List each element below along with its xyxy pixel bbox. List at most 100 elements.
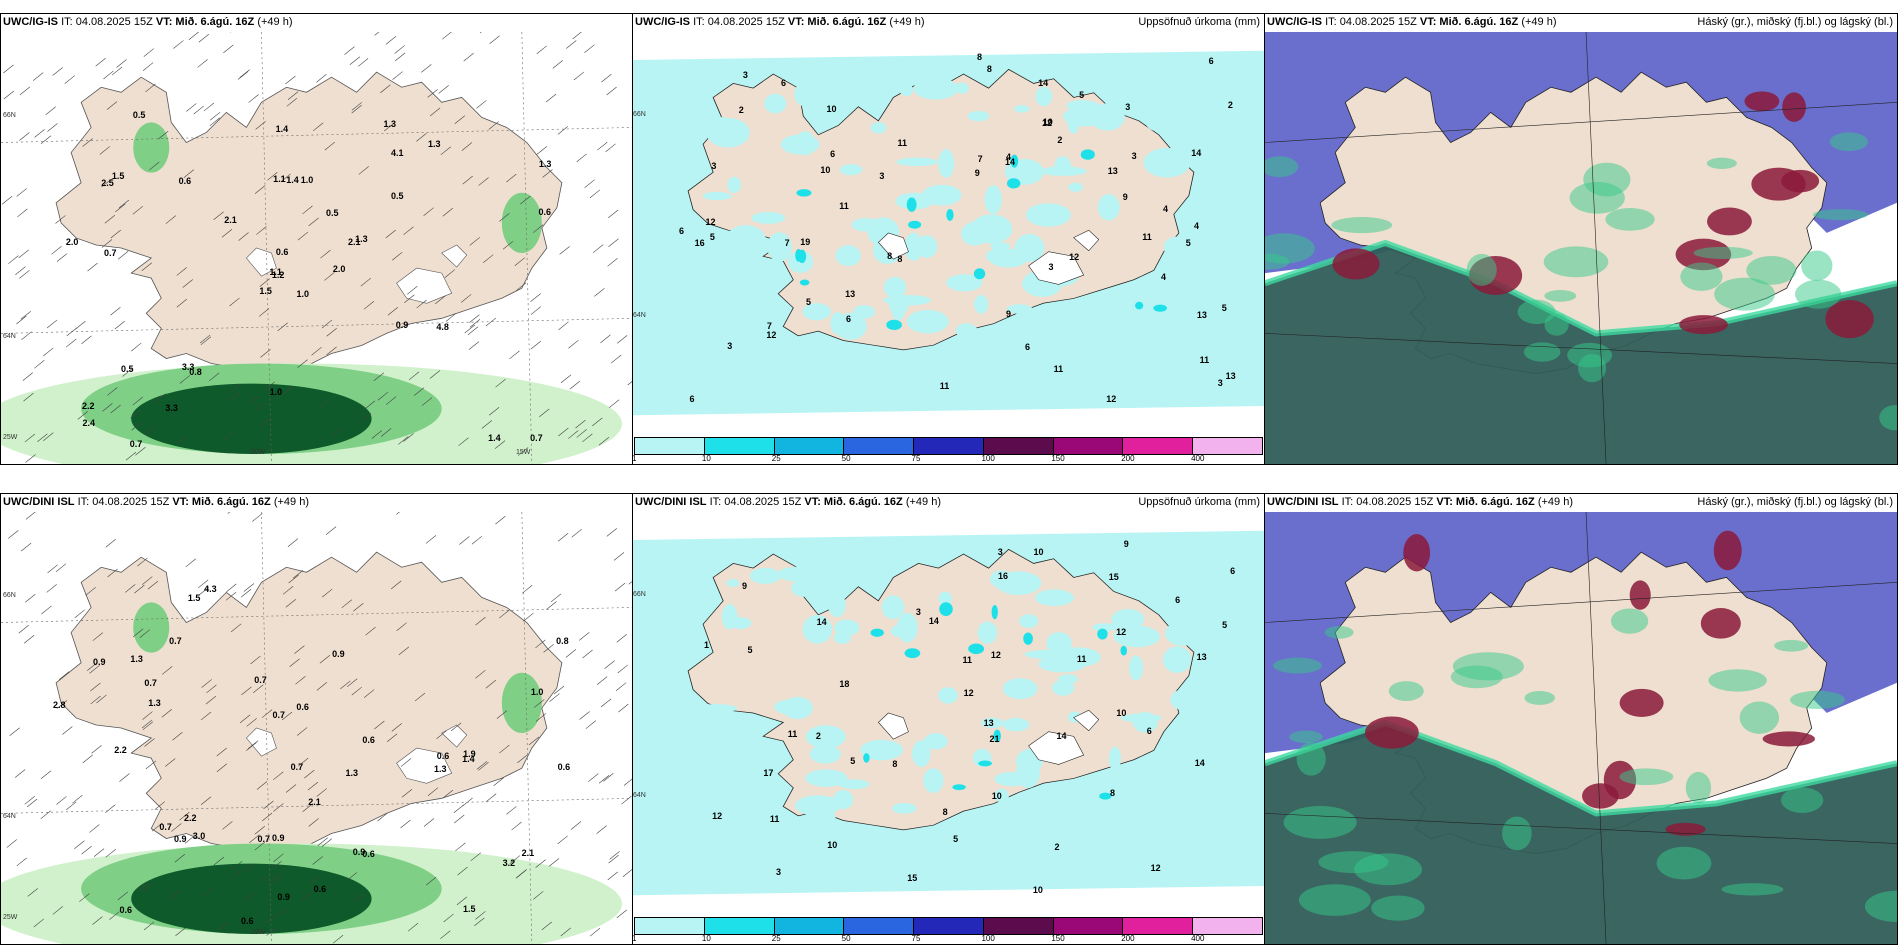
value-label: 0.5 (121, 364, 134, 375)
legend-tick: 10 (701, 454, 711, 463)
legend-swatch (844, 438, 915, 454)
value-label: 2.2 (114, 744, 127, 755)
value-label: 10 (820, 165, 831, 176)
legend-tick: 400 (1191, 454, 1205, 463)
panel-clouds-dini: UWC/DINI ISL IT: 04.08.2025 15Z VT: Mið.… (1264, 493, 1898, 945)
value-label: 6 (845, 313, 851, 324)
value-label: 8 (986, 64, 992, 75)
value-label: 14 (1191, 147, 1202, 158)
value-label: 8 (892, 759, 898, 770)
legend-tick: 75 (911, 934, 921, 943)
value-label: 0.5 (325, 208, 339, 219)
value-label: 0.9 (173, 834, 187, 845)
legend-tick: 200 (1121, 934, 1135, 943)
value-label: 2.1 (224, 215, 237, 226)
value-label: 0.6 (436, 750, 450, 761)
value-label: 7 (977, 153, 983, 164)
legend-tick: 150 (1051, 934, 1065, 943)
value-label: 9 (1005, 308, 1011, 319)
value-label: 1.3 (434, 764, 447, 775)
panel-subtitle: Uppsöfnuð úrkoma (mm) (1138, 16, 1260, 28)
value-label: 14 (1004, 157, 1015, 168)
value-label: 64N (633, 312, 646, 320)
value-label: 13 (983, 718, 994, 729)
value-label: 1.5 (187, 592, 201, 603)
value-label: 16 (998, 571, 1009, 582)
legend-swatch (983, 918, 1054, 934)
value-label: 1.5 (259, 285, 272, 296)
value-label: 5 (1185, 238, 1191, 249)
value-label: 2.1 (521, 847, 535, 858)
value-label: 5 (806, 297, 812, 308)
value-label: 0.9 (271, 833, 285, 844)
value-label: 1.0 (530, 687, 544, 698)
legend-tick: 150 (1051, 454, 1065, 463)
value-label: 12 (1150, 863, 1161, 874)
value-label: 3.3 (165, 403, 178, 414)
legend-swatch (774, 438, 845, 454)
value-label: 5 (850, 755, 856, 766)
value-label: 0.7 (169, 636, 182, 647)
legend-colorbar (634, 437, 1263, 455)
legend-tick: 1 (632, 454, 637, 463)
value-label: 0.6 (275, 246, 289, 257)
legend-swatch (914, 438, 984, 454)
value-label: 3 (1125, 102, 1131, 113)
value-label: 18 (839, 679, 850, 690)
value-label: 15 (1108, 571, 1119, 582)
value-label: 11 (1053, 363, 1064, 374)
value-label: 6 (1175, 594, 1181, 605)
value-label: 0.7 (257, 833, 270, 844)
map-svg (633, 512, 1264, 914)
value-label: 21 (989, 734, 1000, 745)
value-label: 14 (1038, 78, 1049, 89)
value-label: 5 (1079, 89, 1085, 100)
value-label: 0.8 (189, 366, 202, 377)
legend-tick: 25 (771, 934, 781, 943)
value-label: 11 (839, 200, 849, 211)
value-label: 17 (763, 768, 774, 779)
value-label: 0.9 (395, 319, 409, 330)
legend-swatch (635, 918, 705, 934)
value-label: 12 (705, 216, 716, 227)
value-label: 11 (1076, 653, 1087, 664)
value-label: 1.4 (462, 753, 475, 764)
panel-title: UWC/IG-IS IT: 04.08.2025 15Z VT: Mið. 6.… (635, 16, 925, 28)
legend-swatch (1123, 918, 1194, 934)
value-label: 10 (991, 790, 1002, 801)
value-label: 2.5 (101, 178, 114, 189)
value-label: 11 (1142, 231, 1152, 242)
value-label: 0.7 (290, 761, 304, 772)
value-label: 0.7 (272, 709, 286, 720)
value-label: 11 (787, 728, 798, 739)
value-label: 16 (694, 238, 705, 249)
legend-tick: 50 (841, 454, 851, 463)
value-label: 3 (879, 171, 885, 182)
value-label: 2.4 (82, 417, 96, 428)
value-label: 0.7 (144, 677, 157, 688)
value-label: 2.1 (308, 796, 321, 807)
value-label: 9 (1122, 192, 1128, 203)
value-label: 1.1 (273, 174, 286, 185)
legend-swatch (1053, 918, 1124, 934)
value-label: 4 (1162, 204, 1168, 215)
value-label: 1.3 (383, 119, 396, 130)
value-label: 6 (689, 393, 695, 404)
value-label: 1.4 (286, 175, 299, 186)
value-label: 14 (1194, 758, 1205, 769)
value-label: 5 (747, 644, 753, 655)
panel-title: UWC/DINI ISL IT: 04.08.2025 15Z VT: Mið.… (3, 496, 309, 508)
value-label: 0.9 (332, 648, 345, 659)
value-label: 2 (1054, 841, 1060, 852)
value-label: 0.6 (538, 206, 552, 217)
legend-tick: 10 (701, 934, 711, 943)
value-label: 10 (1042, 117, 1053, 128)
value-label: 1.3 (428, 138, 441, 149)
value-label: 8 (897, 253, 903, 264)
value-label: 2 (815, 731, 821, 742)
value-label: 25W (3, 913, 18, 921)
map-area (1265, 32, 1897, 464)
value-label: 4 (1194, 221, 1200, 232)
legend-swatch (635, 438, 705, 454)
value-label: 12 (963, 688, 974, 699)
